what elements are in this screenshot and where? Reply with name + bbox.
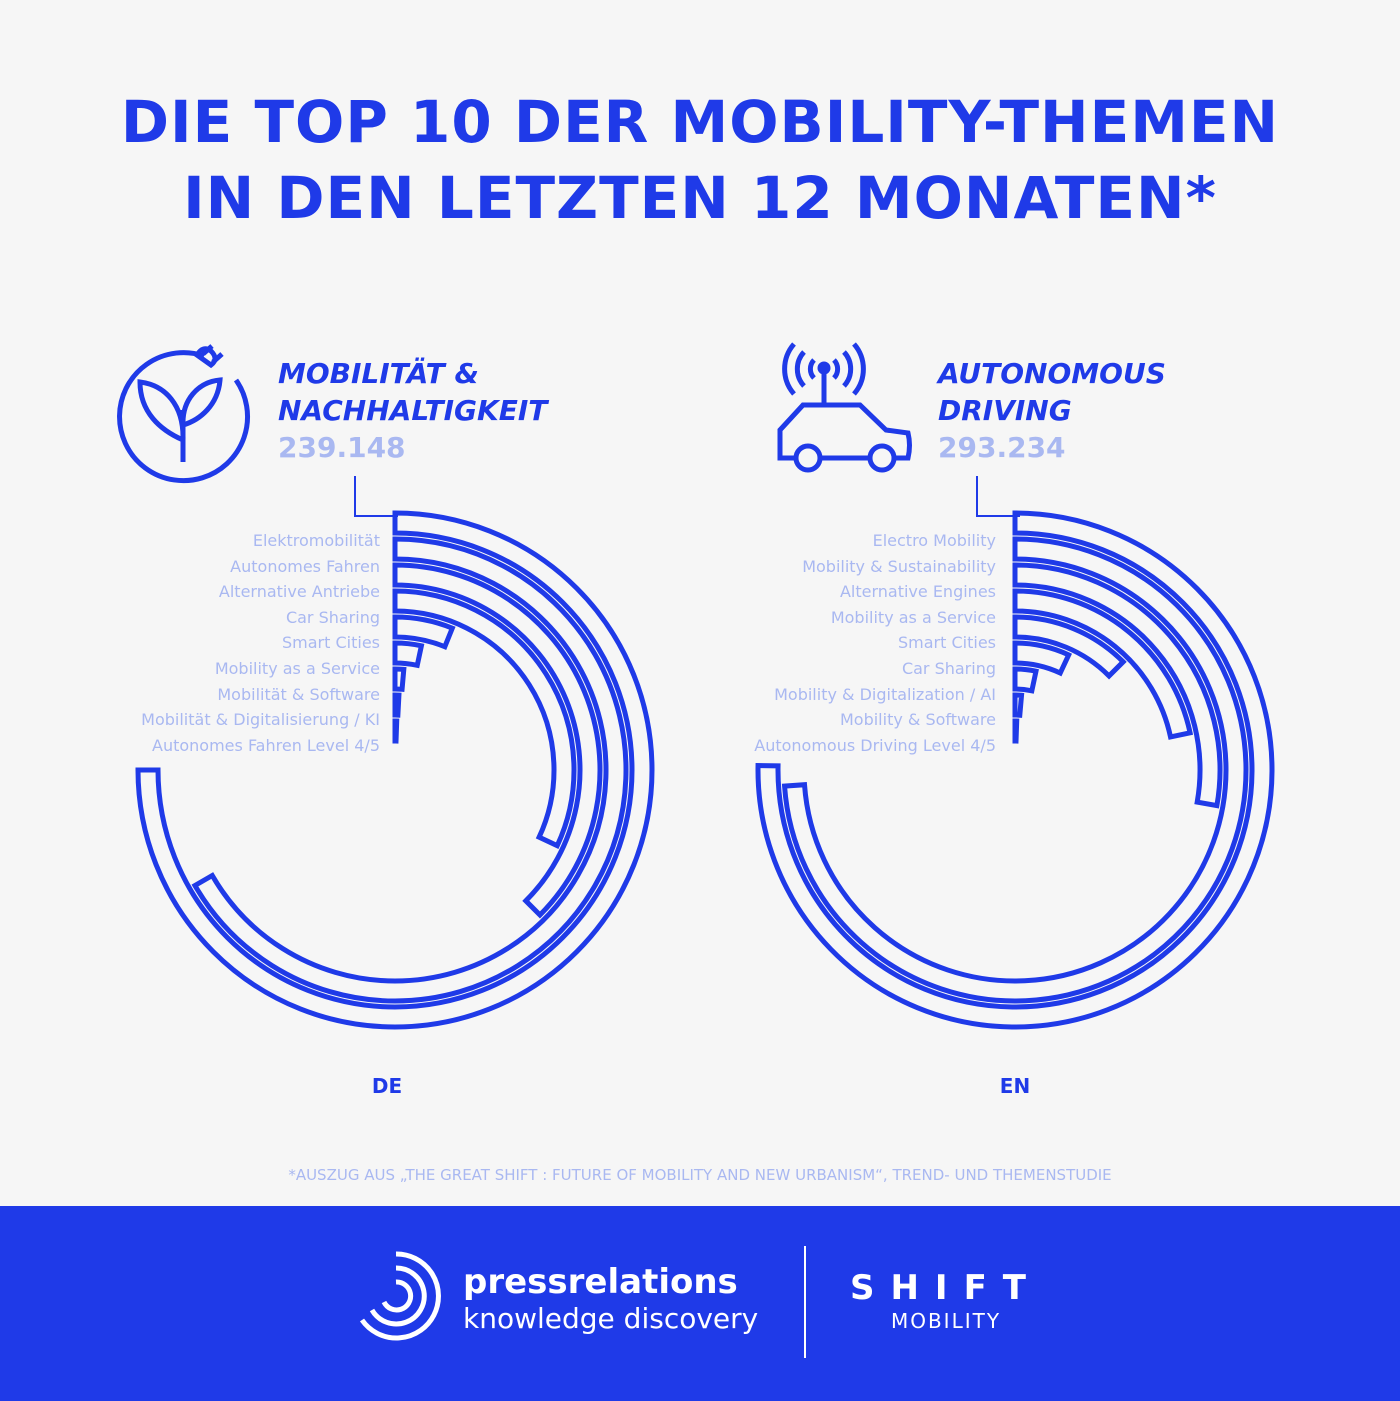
leaf-plug-icon [117,344,251,484]
chart-title-line2: NACHHALTIGKEIT [278,394,548,427]
pressrelations-logo-icon [359,1251,441,1341]
brand-shift-mobility: SHIFT MOBILITY [836,1268,1056,1334]
category-label: Mobility as a Service [830,607,996,627]
radial-bar [191,536,629,1004]
chart-title-line2: DRIVING [938,394,1072,427]
radial-bar [135,510,655,1030]
category-label: Mobilität & Digitalisierung / KI [141,710,380,730]
radial-bars-de [135,510,655,1030]
radial-bar [1012,640,1072,677]
radial-bar [392,640,425,669]
radial-bars-en [755,510,1275,1030]
radial-bar [392,718,400,744]
chart-header-en: AUTONOMOUS DRIVING 293.234 [938,355,1166,464]
footnote: *AUSZUG AUS „THE GREAT SHIFT : FUTURE OF… [288,1166,1112,1184]
radial-bar [755,510,1275,1030]
radial-bar [1012,614,1127,680]
radial-bar [1012,692,1025,718]
chart-header-de: MOBILITÄT & NACHHALTIGKEIT 239.148 [278,355,547,464]
category-label: Elektromobilität [252,531,380,550]
category-label: Smart Cities [282,633,380,653]
footer-bar [0,1206,1400,1401]
page-title-line2: IN DEN LETZTEN 12 MONATEN* [183,164,1217,232]
chart-title-line1: MOBILITÄT & [278,357,479,390]
brand-name: pressrelations [463,1262,738,1302]
chart-title-line1: AUTONOMOUS [938,357,1166,390]
radial-bar [392,666,407,693]
radial-bar [781,536,1249,1004]
category-label: Mobility & Sustainability [802,556,996,576]
category-label: Autonomes Fahren Level 4/5 [152,735,380,755]
antenna-car-icon [777,342,912,473]
region-label-en: EN [999,1074,1031,1098]
category-label: Car Sharing [285,607,380,627]
radial-bar [1012,666,1039,694]
category-label: Mobility & Software [839,710,996,730]
category-label: Alternative Engines [839,582,996,602]
radial-bar [392,562,603,919]
chart-total: 239.148 [278,431,406,464]
category-label: Mobilität & Software [217,684,380,704]
brand-pressrelations: pressrelations knowledge discovery [463,1262,758,1336]
radial-bar [392,614,456,650]
radial-bar [392,588,577,849]
region-label-de: DE [371,1074,403,1098]
category-label: Car Sharing [901,659,996,678]
radial-bar [1012,588,1194,740]
radial-bar [1012,718,1020,744]
category-label: Electro Mobility [872,531,996,550]
category-label: Alternative Antriebe [218,582,380,602]
category-label: Autonomes Fahren [230,556,380,576]
brand-shift: SHIFT [849,1268,1042,1308]
radial-bar [1012,562,1223,809]
brand-mobility: MOBILITY [890,1309,1002,1333]
category-label: Mobility as a Service [214,659,380,678]
connector-de [354,476,398,517]
radial-bar [392,692,402,718]
category-label: Autonomous Driving Level 4/5 [754,735,996,755]
footer-divider [804,1246,806,1358]
connector-en [976,476,1020,517]
page-title-line1: DIE TOP 10 DER MOBILITY-THEMEN [120,88,1280,156]
category-label: Mobility & Digitalization / AI [774,684,996,704]
category-label: Smart Cities [898,633,996,653]
chart-total: 293.234 [938,431,1066,464]
brand-tagline: knowledge discovery [463,1302,759,1335]
